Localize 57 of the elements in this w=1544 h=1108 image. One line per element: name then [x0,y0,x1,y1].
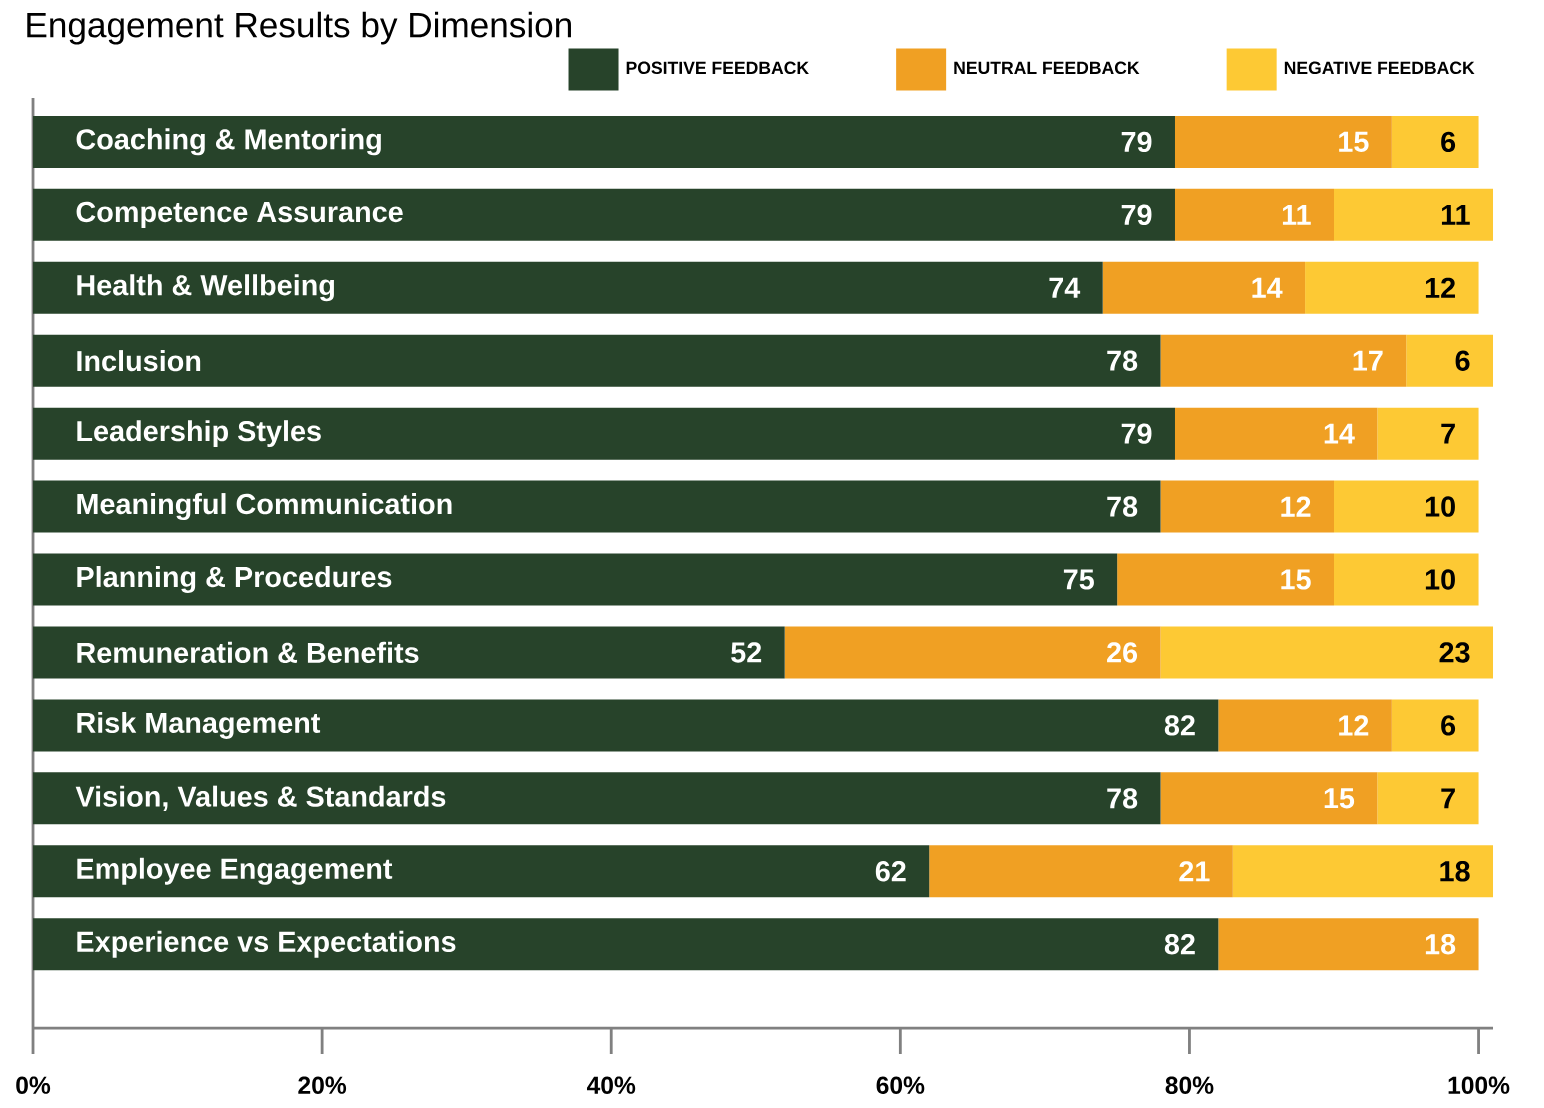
data-label: 14 [1252,277,1283,298]
data-label: 78 [1107,350,1138,371]
data-label: 7 [1441,788,1455,809]
x-tick-label: 80% [1165,1076,1214,1094]
data-label: 79 [1121,204,1152,225]
data-label: 14 [1324,423,1355,444]
legend-label: NEGATIVE FEEDBACK [1284,61,1475,74]
data-label: 11 [1441,204,1470,225]
data-label: 62 [875,861,906,882]
x-tick-label: 0% [16,1076,51,1094]
legend-label: POSITIVE FEEDBACK [626,61,809,74]
y-tick-label: Remuneration & Benefits [77,641,419,663]
y-tick-label: Vision, Values & Standards [75,785,446,811]
x-tick-label: 100% [1448,1076,1510,1094]
data-label: 52 [731,642,762,663]
data-label: 7 [1441,423,1455,444]
x-tick-label: 40% [586,1076,636,1094]
data-label: 12 [1339,715,1369,736]
data-label: 79 [1121,423,1152,444]
chart-title: Engagement Results by Dimension [27,11,571,45]
data-label: 82 [1164,715,1195,736]
legend-label: NEUTRAL FEEDBACK [954,61,1140,74]
data-label: 75 [1063,569,1094,590]
y-tick-label: Planning & Procedures [77,565,392,593]
data-label: 6 [1441,715,1456,736]
data-label: 82 [1164,933,1195,955]
data-label: 15 [1281,569,1311,590]
y-tick-label: Experience vs Expectations [77,930,456,958]
x-tick-label: 20% [298,1076,347,1094]
data-label: 15 [1339,131,1369,152]
data-label: 26 [1107,642,1138,663]
data-label: 15 [1324,788,1355,809]
y-tick-label: Meaningful Communication [77,493,452,521]
data-label: 21 [1179,861,1210,882]
data-label: 6 [1455,350,1470,371]
data-label: 10 [1425,569,1455,590]
x-tick-label: 60% [876,1076,925,1094]
data-label: 18 [1425,933,1456,955]
y-tick-label: Leadership Styles [77,420,321,448]
y-tick-label: Health & Wellbeing [77,274,334,302]
data-label: 23 [1439,642,1470,663]
y-tick-label: Employee Engagement [77,857,393,885]
y-tick-label: Competence Assurance [76,201,403,228]
data-label: 12 [1281,496,1311,517]
data-label: 11 [1282,204,1311,225]
data-label: 18 [1440,861,1470,882]
data-label: 6 [1441,131,1456,153]
data-label: 12 [1425,277,1455,298]
y-tick-label: Risk Management [77,711,321,739]
data-label: 17 [1353,350,1383,371]
data-label: 78 [1107,496,1138,517]
data-label: 10 [1425,496,1455,517]
data-label: 79 [1121,131,1152,153]
y-tick-label: Inclusion [77,350,201,372]
data-label: 78 [1107,788,1138,809]
y-tick-label: Coaching & Mentoring [76,128,381,156]
data-label: 74 [1049,277,1081,298]
